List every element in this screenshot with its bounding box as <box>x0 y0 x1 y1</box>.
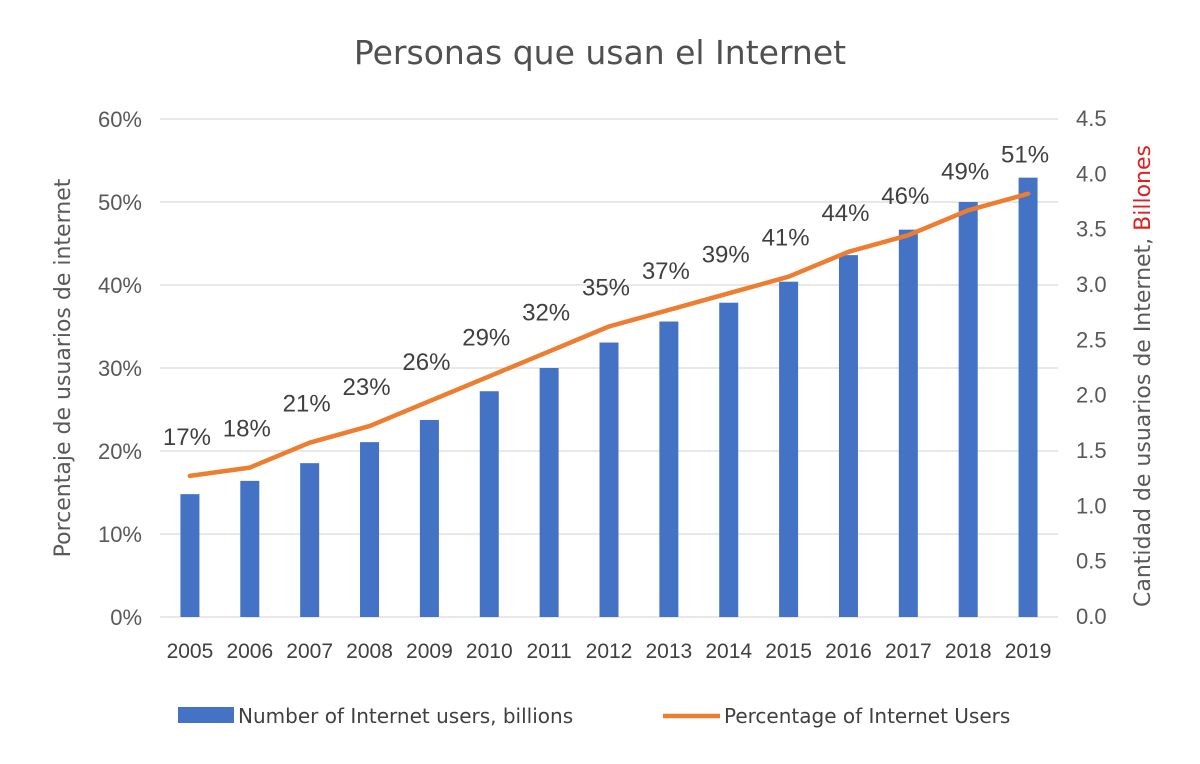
x-tick-label: 2010 <box>466 640 513 663</box>
data-label: 39% <box>702 241 750 268</box>
x-tick-label: 2008 <box>346 640 393 663</box>
bar <box>599 342 619 617</box>
data-label: 44% <box>821 200 869 227</box>
x-tick-label: 2019 <box>1005 640 1052 663</box>
right-tick-label: 4.0 <box>1076 161 1107 186</box>
bar <box>659 321 679 617</box>
right-axis-title-highlight: Billones <box>1131 145 1156 231</box>
legend-line-label: Percentage of Internet Users <box>724 704 1010 728</box>
legend-bar-swatch <box>178 707 234 723</box>
left-tick-label: 50% <box>98 190 142 215</box>
bar <box>180 494 200 617</box>
right-axis-title-main: Cantidad de usuarios de Internet, <box>1131 231 1156 607</box>
x-tick-label: 2012 <box>586 640 633 663</box>
right-tick-label: 1.5 <box>1076 438 1107 463</box>
data-label: 21% <box>283 391 331 418</box>
right-tick-label: 2.5 <box>1076 327 1107 352</box>
left-axis-ticks: 0% 10% 20% 30% 40% 50% 60% <box>98 107 142 630</box>
bar <box>719 302 739 617</box>
data-label: 23% <box>343 374 391 401</box>
x-tick-label: 2018 <box>945 640 992 663</box>
x-tick-label: 2016 <box>825 640 872 663</box>
right-axis-title: Cantidad de usuarios de Internet, Billon… <box>1131 145 1156 607</box>
legend-bar-label: Number of Internet users, billions <box>238 704 573 728</box>
bar-series <box>180 177 1038 618</box>
data-label: 32% <box>522 299 570 326</box>
right-axis-ticks: 0.0 0.5 1.0 1.5 2.0 2.5 3.0 3.5 4.0 4.5 <box>1076 106 1107 629</box>
bar <box>240 480 260 617</box>
right-tick-label: 3.5 <box>1076 217 1107 242</box>
chart-title: Personas que usan el Internet <box>354 33 846 72</box>
data-label: 46% <box>881 183 929 210</box>
bar <box>539 368 559 617</box>
right-tick-label: 1.0 <box>1076 493 1107 518</box>
data-label: 37% <box>642 258 690 285</box>
line-series <box>187 191 1031 479</box>
right-tick-label: 0.5 <box>1076 549 1107 574</box>
bar <box>779 281 799 617</box>
data-labels: 17% 18% 21% 23% 26% 29% 32% 35% 37% 39% 41% 44% 46% 4… <box>163 142 1049 451</box>
x-tick-label: 2006 <box>226 640 273 663</box>
x-tick-label: 2009 <box>406 640 453 663</box>
x-tick-label: 2007 <box>286 640 333 663</box>
right-tick-label: 4.5 <box>1076 106 1107 131</box>
bar <box>838 255 858 617</box>
x-axis-ticks: 2005 2006 2007 2008 2009 2010 2011 2012 2013 2014… <box>167 640 1052 663</box>
x-tick-label: 2013 <box>646 640 693 663</box>
left-tick-label: 60% <box>98 107 142 132</box>
bar <box>419 420 439 617</box>
bar <box>300 463 320 617</box>
x-tick-label: 2014 <box>705 640 752 663</box>
right-tick-label: 0.0 <box>1076 604 1107 629</box>
left-tick-label: 10% <box>98 522 142 547</box>
data-label: 35% <box>582 275 630 302</box>
right-tick-label: 3.0 <box>1076 272 1107 297</box>
legend: Number of Internet users, billions Perce… <box>178 704 1010 728</box>
percentage-line <box>187 191 1031 479</box>
bar <box>360 442 380 617</box>
data-label: 49% <box>941 158 989 185</box>
left-axis-title: Porcentaje de usuarios de internet <box>51 178 76 557</box>
data-label: 26% <box>402 349 450 376</box>
right-tick-label: 2.0 <box>1076 383 1107 408</box>
bar <box>958 202 978 617</box>
x-tick-label: 2017 <box>885 640 932 663</box>
x-tick-label: 2011 <box>527 640 572 663</box>
bar <box>898 229 918 617</box>
left-tick-label: 20% <box>98 439 142 464</box>
data-label: 41% <box>762 225 810 252</box>
data-label: 18% <box>223 416 271 443</box>
data-label: 17% <box>163 424 211 451</box>
data-label: 29% <box>462 324 510 351</box>
left-tick-label: 0% <box>110 605 142 630</box>
left-tick-label: 30% <box>98 356 142 381</box>
left-tick-label: 40% <box>98 273 142 298</box>
bar <box>1018 177 1038 618</box>
data-label: 51% <box>1001 142 1049 169</box>
x-tick-label: 2005 <box>167 640 214 663</box>
bar <box>479 391 499 617</box>
x-tick-label: 2015 <box>765 640 812 663</box>
